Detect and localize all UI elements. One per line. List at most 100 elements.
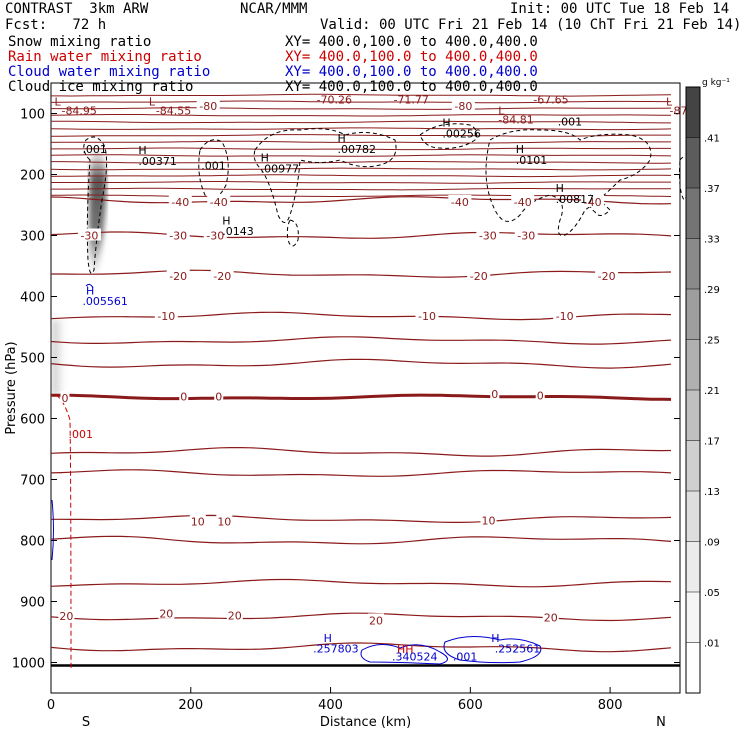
y-tick-label: 800: [20, 535, 45, 550]
contour-label: 0: [491, 388, 498, 401]
isotherm-10: [51, 514, 672, 523]
y-tick-label: 600: [20, 413, 45, 428]
cloud-water-contour: [360, 644, 448, 665]
contour-label: 20: [228, 610, 242, 623]
cloud-ice-contour: [198, 139, 229, 199]
x-tick-label: 200: [178, 698, 203, 713]
contour-label: -80: [454, 100, 472, 113]
contour-label: -30: [169, 230, 187, 243]
contour-label: 20: [59, 610, 73, 623]
contour-label: -20: [470, 270, 488, 283]
isotherm--10: [50, 336, 672, 345]
x-tick-label: 0: [47, 698, 55, 713]
contour-label: 20: [369, 614, 383, 627]
isotherm-line: [50, 140, 671, 144]
extremum-label: .257803: [313, 642, 359, 655]
extremum-label: .0101: [516, 154, 548, 167]
cloud-water-contour: [51, 499, 54, 561]
extremum-label: H: [516, 143, 524, 156]
contour-label-bg: [415, 309, 439, 322]
contour-label: -40: [514, 196, 532, 209]
extremum-label: HH: [397, 643, 414, 656]
isotherm-line: [51, 187, 672, 191]
extremum-label: .0143: [222, 225, 254, 238]
extremum-label: .00782: [338, 143, 377, 156]
y-tick-label: 300: [20, 230, 45, 245]
colorbar-segment: [686, 440, 700, 491]
contour-label-bg: [542, 610, 559, 623]
colorbar-segment: [686, 137, 700, 188]
extremum-label: -84.81: [498, 114, 533, 127]
x-tick-label: 600: [458, 698, 483, 713]
contour-label-bg: [451, 99, 475, 112]
contour-label: -20: [213, 270, 231, 283]
colorbar-segment: [686, 541, 700, 592]
colorbar-level-label: .25: [704, 336, 720, 347]
contour-label: -30: [479, 230, 497, 243]
field-rain: Rain water mixing ratio: [8, 49, 202, 65]
contour-label-bg: [581, 194, 605, 207]
cloud-ice-contour: [253, 128, 397, 223]
isotherm-0: [51, 393, 672, 401]
extremum-label: .001: [453, 650, 478, 663]
extremum-label: -84.95: [61, 104, 96, 117]
isotherm--20: [51, 269, 672, 278]
isotherm-line: [50, 642, 672, 653]
extremum-label: -71.77: [393, 93, 428, 106]
contour-label-bg: [514, 228, 538, 241]
colorbar-level-label: .01: [704, 639, 720, 650]
y-tick-label: 900: [20, 596, 45, 611]
contour-label: -10: [157, 310, 175, 323]
extremum-label: H: [338, 132, 346, 145]
isotherm--10: [50, 311, 672, 321]
contour-label: 10: [217, 516, 231, 529]
endpoint-north: N: [656, 715, 666, 730]
extremum-label: H: [138, 144, 146, 157]
y-tick-label: 500: [20, 352, 45, 367]
contour-label-bg: [166, 268, 190, 281]
contour-label-bg: [207, 194, 231, 207]
contour-label-bg: [77, 228, 101, 241]
contour-label-bg: [367, 613, 384, 626]
extremum-label: L: [666, 95, 673, 108]
plot-frame: [50, 82, 681, 694]
contour-label-bg: [210, 268, 234, 281]
y-tick-label: 700: [20, 474, 45, 489]
extremum-label: L: [498, 104, 505, 117]
colorbar-segment: [686, 642, 700, 693]
colorbar-segment: [686, 188, 700, 239]
contour-label: -20: [169, 270, 187, 283]
init-time: Init: 00 UTC Tue 18 Feb 14: [510, 1, 730, 17]
colorbar-level-label: .37: [704, 184, 720, 195]
center-label: NCAR/MMM: [240, 1, 308, 17]
colorbar-level-label: .41: [704, 134, 720, 145]
field-snow: Snow mixing ratio: [8, 34, 152, 50]
colorbar-level-label: .13: [704, 487, 720, 498]
extremum-label: .001: [82, 143, 107, 156]
xy-snow: XY= 400.0,100.0 to 400.0,400.0: [285, 34, 538, 50]
contour-label-bg: [511, 194, 535, 207]
contour-label: 0: [537, 389, 544, 402]
extremum-label: -87: [670, 104, 688, 117]
extremum-label: .00256: [442, 128, 481, 141]
isotherm-line: [50, 535, 672, 545]
isotherm-20: [50, 612, 672, 622]
extremum-label: H: [556, 182, 564, 195]
contour-label: -10: [418, 310, 436, 323]
extremum-label: .001: [68, 428, 93, 441]
isotherm-line: [51, 161, 672, 164]
contour-label: -30: [517, 230, 535, 243]
extremum-label: H: [86, 284, 94, 297]
contour-label-bg: [216, 514, 233, 527]
isotherm-line: [50, 358, 672, 369]
contour-label-bg: [214, 389, 224, 402]
contour-label: -40: [171, 196, 189, 209]
isotherm-line: [50, 154, 672, 157]
contour-label: 10: [191, 516, 205, 529]
snow-shading-column: [89, 148, 107, 275]
colorbar-level-label: .29: [704, 285, 720, 296]
isotherm-line: [51, 93, 672, 97]
extremum-label: .340524: [392, 650, 438, 663]
contour-label: 20: [544, 611, 558, 624]
